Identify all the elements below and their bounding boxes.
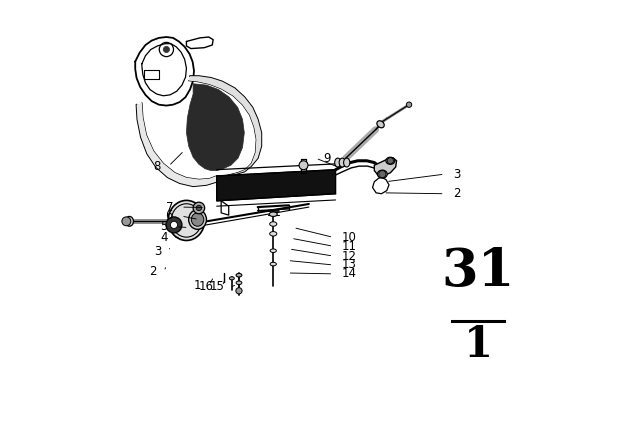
Text: 9: 9 [324,151,331,164]
Ellipse shape [125,216,134,226]
Ellipse shape [339,158,346,167]
Ellipse shape [191,213,204,226]
Polygon shape [189,76,261,176]
Text: 1: 1 [463,324,493,366]
Text: 16: 16 [199,280,214,293]
Text: 6: 6 [166,210,173,223]
Text: 14: 14 [341,267,356,280]
Text: 31: 31 [442,246,515,297]
Circle shape [196,205,202,211]
Circle shape [166,217,182,233]
Ellipse shape [377,121,384,128]
Circle shape [193,202,205,214]
Ellipse shape [386,157,395,164]
Ellipse shape [269,232,277,236]
Text: 4: 4 [160,231,168,244]
Ellipse shape [236,281,242,284]
Ellipse shape [335,158,341,167]
Text: 7: 7 [166,201,173,214]
Circle shape [122,217,131,226]
Text: 15: 15 [209,280,224,293]
Text: 8: 8 [153,159,161,172]
Ellipse shape [270,262,276,266]
Text: 2: 2 [148,265,156,278]
Circle shape [163,46,170,52]
Text: 3: 3 [155,245,162,258]
Text: 5: 5 [161,220,168,233]
Polygon shape [186,84,244,171]
Text: 13: 13 [341,258,356,271]
Ellipse shape [378,170,387,178]
Text: 2: 2 [452,187,460,200]
Circle shape [379,171,386,178]
Ellipse shape [189,210,207,229]
Circle shape [236,288,242,294]
Text: 12: 12 [341,250,356,263]
Circle shape [406,102,412,108]
Ellipse shape [236,273,242,277]
Ellipse shape [269,212,277,216]
Text: 10: 10 [341,231,356,244]
Ellipse shape [270,249,276,253]
Ellipse shape [168,200,205,241]
Text: 1: 1 [193,279,201,292]
Circle shape [299,161,308,170]
Polygon shape [374,158,397,176]
Text: 3: 3 [452,168,460,181]
Polygon shape [136,103,217,186]
Text: 11: 11 [341,240,356,253]
Polygon shape [217,170,335,201]
Ellipse shape [229,277,234,280]
Ellipse shape [269,222,277,226]
Circle shape [170,221,177,228]
Circle shape [387,158,394,164]
Ellipse shape [344,158,350,167]
